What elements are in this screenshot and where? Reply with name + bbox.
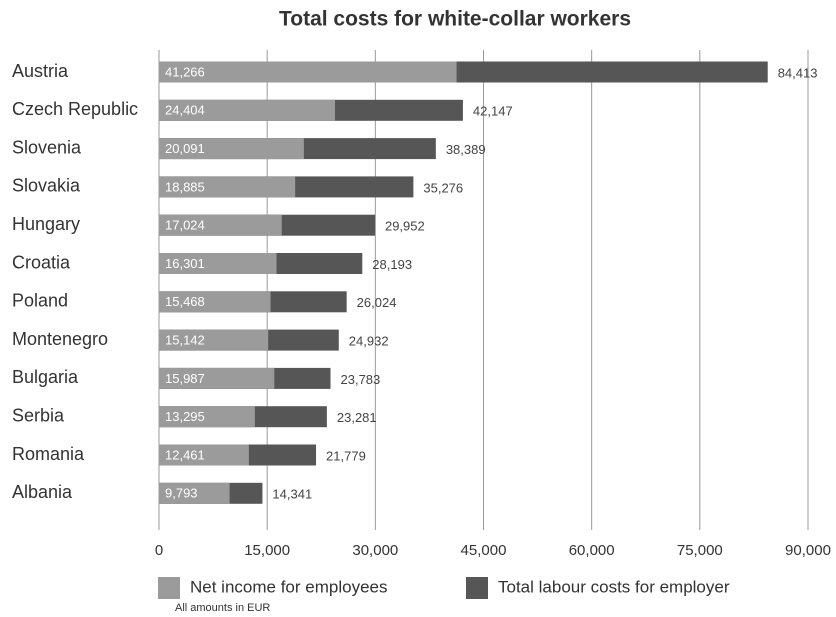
y-tick-label: Slovenia: [12, 137, 82, 157]
bar: [159, 406, 255, 428]
y-tick-label: Croatia: [12, 252, 71, 272]
x-tick-label: 75,000: [677, 542, 723, 559]
note: All amounts in EUR: [175, 602, 270, 614]
bar: [159, 214, 282, 236]
x-tick-label: 45,000: [461, 542, 507, 559]
bar: [159, 329, 269, 351]
bar: [159, 444, 249, 466]
value-label: 21,779: [326, 448, 366, 463]
value-label: 35,276: [423, 180, 463, 195]
value-label: 41,266: [165, 64, 205, 79]
y-tick-label: Montenegro: [12, 329, 108, 349]
bar: [159, 482, 230, 504]
value-label: 24,932: [349, 334, 389, 349]
value-label: 14,341: [272, 487, 312, 502]
y-tick-label: Albania: [12, 482, 73, 502]
bar: [159, 99, 335, 121]
value-label: 42,147: [473, 104, 513, 119]
legend-label: Total labour costs for employer: [498, 577, 730, 596]
y-tick-label: Poland: [12, 291, 68, 311]
bar: [159, 291, 271, 313]
legend-label: Net income for employees: [190, 577, 387, 596]
value-label: 28,193: [372, 257, 412, 272]
x-tick-label: 90,000: [785, 542, 831, 559]
legend-swatch: [158, 577, 180, 599]
value-label: 24,404: [165, 103, 205, 118]
value-label: 29,952: [385, 219, 425, 234]
x-tick-label: 0: [155, 542, 163, 559]
value-label: 26,024: [357, 295, 397, 310]
bar: [159, 367, 275, 389]
bar: [159, 138, 304, 160]
bar: [159, 61, 457, 83]
value-label: 12,461: [165, 447, 205, 462]
value-label: 23,281: [337, 410, 377, 425]
y-tick-label: Hungary: [12, 214, 80, 234]
value-label: 17,024: [165, 218, 205, 233]
value-label: 15,142: [165, 333, 205, 348]
value-label: 20,091: [165, 141, 205, 156]
value-label: 16,301: [165, 256, 205, 271]
value-label: 18,885: [165, 179, 205, 194]
legend-swatch: [466, 577, 488, 599]
x-tick-label: 60,000: [569, 542, 615, 559]
y-tick-label: Slovakia: [12, 176, 81, 196]
value-label: 23,783: [341, 372, 381, 387]
bar: [159, 176, 296, 198]
y-tick-label: Czech Republic: [12, 99, 138, 119]
value-label: 9,793: [165, 486, 198, 501]
y-tick-label: Romania: [12, 444, 85, 464]
y-tick-label: Austria: [12, 61, 69, 81]
chart-title: Total costs for white-collar workers: [279, 8, 631, 31]
value-label: 15,987: [165, 371, 205, 386]
value-label: 15,468: [165, 294, 205, 309]
value-label: 38,389: [446, 142, 486, 157]
x-tick-label: 30,000: [352, 542, 398, 559]
y-tick-label: Bulgaria: [12, 367, 79, 387]
bar: [159, 253, 277, 274]
value-label: 84,413: [778, 65, 818, 80]
value-label: 13,295: [165, 409, 205, 424]
y-tick-label: Serbia: [12, 405, 65, 425]
x-tick-label: 15,000: [244, 542, 290, 559]
